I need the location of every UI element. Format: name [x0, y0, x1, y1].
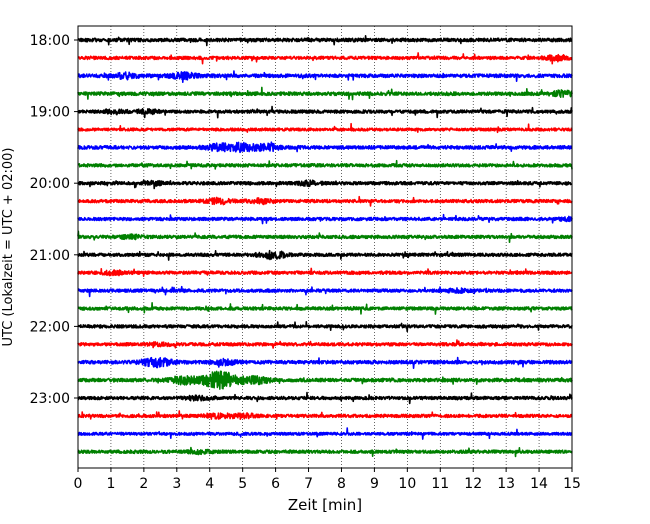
x-tick-label: 8	[337, 476, 346, 492]
trace-2115	[77, 267, 573, 277]
trace-1945	[77, 159, 573, 170]
trace-2045	[77, 230, 573, 244]
trace-1815	[77, 52, 573, 65]
y-tick-label: 20:00	[30, 176, 70, 192]
y-axis: 18:00 19:00 20:00 21:00 22:00 23:00	[30, 33, 78, 407]
x-tick-label: 7	[304, 476, 313, 492]
trace-2130	[77, 285, 573, 298]
x-tick-label: 2	[139, 476, 148, 492]
x-tick-label: 9	[370, 476, 379, 492]
trace-2230	[77, 356, 573, 369]
plot-area	[78, 26, 572, 468]
trace-group	[77, 35, 573, 458]
x-tick-label: 14	[530, 476, 548, 492]
x-tick-label: 5	[238, 476, 247, 492]
trace-1830	[77, 70, 573, 84]
trace-2315	[77, 410, 573, 421]
x-tick-label: 15	[563, 476, 581, 492]
x-axis: 0 1 2 3 4 5 6 7 8 9 10 11 12 13 14 15	[74, 468, 581, 492]
trace-1800	[77, 35, 573, 47]
trace-1930	[77, 141, 573, 154]
trace-2200	[77, 321, 573, 333]
trace-2015	[77, 195, 573, 207]
x-tick-label: 1	[106, 476, 115, 492]
x-tick-label: 12	[464, 476, 482, 492]
trace-2100	[77, 249, 573, 261]
trace-2300	[77, 391, 573, 405]
trace-2145	[77, 302, 573, 315]
y-tick-label: 22:00	[30, 319, 70, 335]
x-axis-label: Zeit [min]	[288, 496, 362, 514]
y-tick-label: 21:00	[30, 248, 70, 264]
x-tick-label: 11	[431, 476, 449, 492]
y-tick-label: 19:00	[30, 105, 70, 121]
trace-2000	[77, 179, 573, 190]
y-tick-label: 18:00	[30, 33, 70, 49]
trace-2330	[77, 427, 573, 440]
x-tick-label: 13	[497, 476, 515, 492]
trace-2245	[77, 370, 573, 390]
y-axis-label: UTC (Lokalzeit = UTC + 02:00)	[1, 148, 16, 347]
trace-2030	[77, 213, 573, 225]
trace-2215	[77, 339, 573, 349]
x-tick-label: 6	[271, 476, 280, 492]
plot-frame	[77, 25, 573, 469]
x-tick-label: 0	[74, 476, 83, 492]
trace-1900	[77, 105, 573, 119]
trace-2345	[77, 446, 573, 458]
x-tick-label: 10	[398, 476, 416, 492]
x-tick-label: 3	[172, 476, 181, 492]
y-tick-label: 23:00	[30, 391, 70, 407]
trace-1915	[77, 122, 573, 134]
x-tick-label: 4	[205, 476, 214, 492]
trace-1845	[77, 86, 573, 101]
